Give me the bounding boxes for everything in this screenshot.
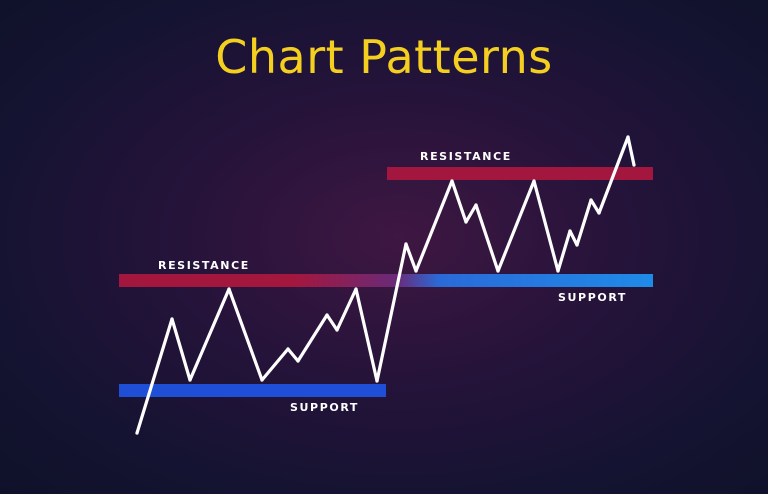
level-label-support-right: SUPPORT (558, 291, 627, 304)
chart-title: Chart Patterns (215, 30, 553, 84)
price-point-6 (296, 359, 300, 363)
price-point-9 (354, 287, 358, 291)
resistance-to-support-band (119, 274, 653, 287)
price-point-11 (404, 242, 408, 246)
price-point-24 (632, 163, 636, 167)
level-label-support-left: SUPPORT (290, 401, 359, 414)
resistance-band-right (387, 167, 653, 180)
price-point-22 (597, 211, 601, 215)
price-point-17 (532, 179, 536, 183)
price-point-18 (556, 269, 560, 273)
support-band-left (119, 384, 386, 397)
price-points (135, 135, 636, 435)
price-point-20 (575, 243, 579, 247)
price-point-3 (227, 287, 231, 291)
price-point-16 (496, 269, 500, 273)
price-point-0 (135, 431, 139, 435)
price-point-2 (188, 378, 192, 382)
price-point-8 (335, 328, 339, 332)
price-point-4 (260, 378, 264, 382)
price-point-1 (170, 317, 174, 321)
price-point-5 (286, 347, 290, 351)
price-point-7 (325, 313, 329, 317)
price-point-10 (375, 379, 379, 383)
price-point-15 (474, 203, 478, 207)
price-point-23 (626, 135, 630, 139)
price-point-13 (450, 179, 454, 183)
price-point-19 (568, 229, 572, 233)
price-point-21 (589, 198, 593, 202)
level-label-resistance-right: RESISTANCE (420, 150, 512, 163)
price-point-14 (464, 220, 468, 224)
price-point-12 (414, 269, 418, 273)
level-label-resistance-left: RESISTANCE (158, 259, 250, 272)
